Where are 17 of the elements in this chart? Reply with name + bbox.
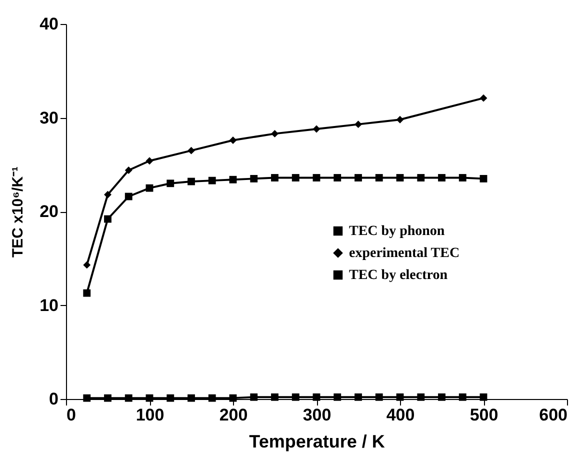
y-tick-label: 10 [40,296,58,315]
legend-label: TEC by phonon [349,224,445,239]
y-tick-label: 30 [40,108,58,128]
legend-label: TEC by electron [349,268,448,283]
x-tick-label: 100 [136,406,164,424]
x-tick-label: 300 [302,406,332,424]
x-tick-label: 500 [470,406,498,424]
legend-label: experimental TEC [349,246,460,261]
x-tick-label: 200 [219,406,248,424]
x-axis-title: Temperature / K [249,432,385,452]
y-axis-title: TEC x10⁶/K⁻¹ [10,166,27,258]
x-tick-label: 0 [66,406,76,424]
x-tick-label: 400 [386,406,415,424]
y-tick-label: 40 [40,14,58,34]
x-tick-label: 600 [539,406,568,424]
y-tick-label: 0 [49,390,58,408]
y-tick-label: 20 [40,202,58,221]
